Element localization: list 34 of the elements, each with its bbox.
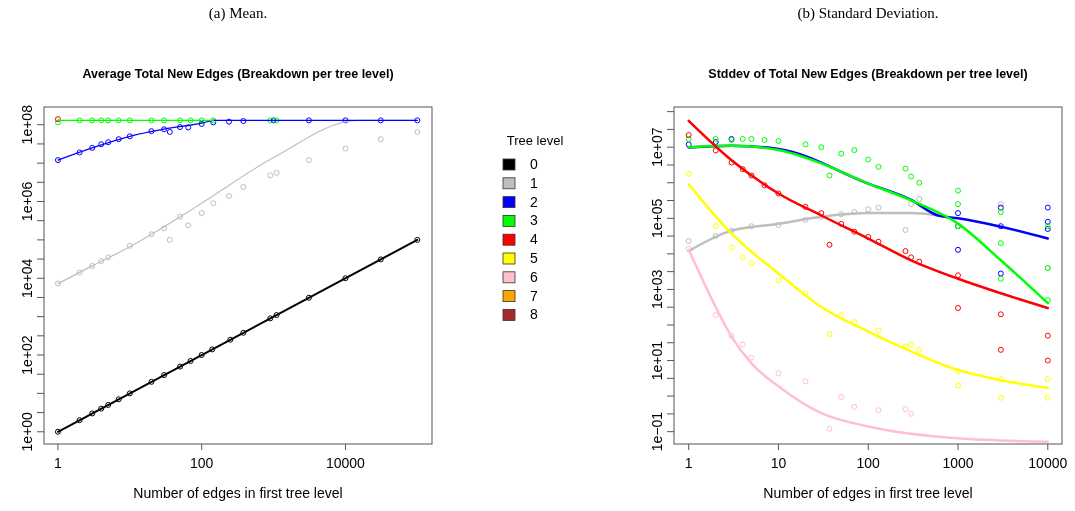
x-tick-label: 100 xyxy=(856,455,881,471)
y-tick-label: 1e+01 xyxy=(649,340,665,381)
y-tick-label: 1e−01 xyxy=(649,411,665,452)
legend-label: 0 xyxy=(530,156,538,172)
x-tick-label: 1 xyxy=(684,455,693,471)
legend-label: 3 xyxy=(530,212,538,229)
y-tick-label: 1e+02 xyxy=(19,335,35,375)
y-tick-label: 1e+04 xyxy=(19,258,35,298)
y-tick-label: 1e+03 xyxy=(649,269,665,310)
text: (a) Mean. xyxy=(208,5,268,22)
x-tick-label: 1000 xyxy=(942,455,974,471)
x-tick-label: 10000 xyxy=(325,455,366,471)
y-tick-label: 1e+05 xyxy=(649,198,665,238)
y-tick-label: 1e+06 xyxy=(19,181,35,222)
legend-title: Tree level xyxy=(506,133,564,148)
x-axis-title: Number of edges in first tree level xyxy=(763,485,973,501)
legend-label: 4 xyxy=(530,231,538,248)
x-tick-label: 10 xyxy=(770,455,787,471)
legend-label: 5 xyxy=(530,250,538,266)
legend-label: 7 xyxy=(530,287,538,304)
x-axis-title: Number of edges in first tree level xyxy=(133,485,343,501)
y-tick-label: 1e+08 xyxy=(19,104,35,145)
x-tick-label: 10000 xyxy=(1028,455,1068,471)
legend-label: 8 xyxy=(530,306,538,323)
chart-title: Stddev of Total New Edges (Breakdown per tree level) xyxy=(708,67,1028,81)
y-tick-label: 1e+00 xyxy=(19,411,35,452)
legend-label: 1 xyxy=(530,174,538,191)
legend-label: 6 xyxy=(530,268,538,285)
legend-label: 2 xyxy=(530,193,538,210)
x-tick-label: 1 xyxy=(54,455,63,471)
text: (b) Standard Deviation. xyxy=(797,5,939,22)
chart-title: Average Total New Edges (Breakdown per tree level) xyxy=(82,67,394,81)
y-tick-label: 1e+07 xyxy=(649,127,665,167)
x-tick-label: 100 xyxy=(190,455,214,471)
